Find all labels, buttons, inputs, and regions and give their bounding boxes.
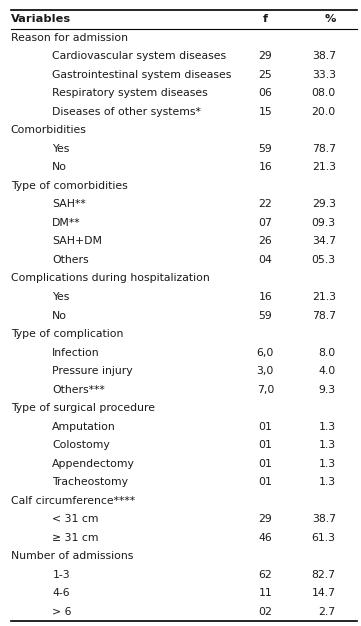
Text: ≥ 31 cm: ≥ 31 cm	[52, 533, 99, 543]
Text: No: No	[52, 310, 68, 321]
Text: f: f	[263, 14, 268, 24]
Text: Comorbidities: Comorbidities	[11, 125, 87, 135]
Text: 59: 59	[258, 144, 272, 154]
Text: 29: 29	[258, 51, 272, 61]
Text: 7,0: 7,0	[257, 384, 274, 394]
Text: 01: 01	[258, 459, 272, 469]
Text: Calf circumference****: Calf circumference****	[11, 496, 135, 506]
Text: Appendectomy: Appendectomy	[52, 459, 135, 469]
Text: 14.7: 14.7	[312, 588, 336, 598]
Text: 38.7: 38.7	[312, 514, 336, 524]
Text: 1-3: 1-3	[52, 570, 70, 580]
Text: Amputation: Amputation	[52, 421, 116, 431]
Text: DM**: DM**	[52, 218, 81, 228]
Text: 4.0: 4.0	[318, 366, 336, 376]
Text: Tracheostomy: Tracheostomy	[52, 477, 129, 487]
Text: 82.7: 82.7	[312, 570, 336, 580]
Text: 1.3: 1.3	[319, 421, 336, 431]
Text: 26: 26	[258, 237, 272, 247]
Text: Yes: Yes	[52, 144, 70, 154]
Text: 38.7: 38.7	[312, 51, 336, 61]
Text: > 6: > 6	[52, 607, 72, 617]
Text: Infection: Infection	[52, 347, 100, 357]
Text: Others: Others	[52, 255, 89, 265]
Text: Yes: Yes	[52, 292, 70, 302]
Text: SAH**: SAH**	[52, 200, 86, 210]
Text: 2.7: 2.7	[319, 607, 336, 617]
Text: Colostomy: Colostomy	[52, 440, 110, 450]
Text: < 31 cm: < 31 cm	[52, 514, 99, 524]
Text: 07: 07	[258, 218, 272, 228]
Text: 29: 29	[258, 514, 272, 524]
Text: 78.7: 78.7	[312, 310, 336, 321]
Text: 15: 15	[258, 107, 272, 117]
Text: 4-6: 4-6	[52, 588, 70, 598]
Text: Variables: Variables	[11, 14, 71, 24]
Text: Number of admissions: Number of admissions	[11, 551, 133, 561]
Text: Type of surgical procedure: Type of surgical procedure	[11, 403, 155, 413]
Text: 62: 62	[258, 570, 272, 580]
Text: 21.3: 21.3	[312, 292, 336, 302]
Text: No: No	[52, 162, 68, 172]
Text: 33.3: 33.3	[312, 70, 336, 80]
Text: 1.3: 1.3	[319, 459, 336, 469]
Text: 29.3: 29.3	[312, 200, 336, 210]
Text: 02: 02	[258, 607, 272, 617]
Text: 9.3: 9.3	[319, 384, 336, 394]
Text: Diseases of other systems*: Diseases of other systems*	[52, 107, 201, 117]
Text: 01: 01	[258, 477, 272, 487]
Text: 01: 01	[258, 440, 272, 450]
Text: 01: 01	[258, 421, 272, 431]
Text: 06: 06	[258, 88, 272, 98]
Text: 21.3: 21.3	[312, 162, 336, 172]
Text: 59: 59	[258, 310, 272, 321]
Text: 3,0: 3,0	[257, 366, 274, 376]
Text: 11: 11	[258, 588, 272, 598]
Text: 78.7: 78.7	[312, 144, 336, 154]
Text: Complications during hospitalization: Complications during hospitalization	[11, 274, 210, 284]
Text: 20.0: 20.0	[312, 107, 336, 117]
Text: 04: 04	[258, 255, 272, 265]
Text: 34.7: 34.7	[312, 237, 336, 247]
Text: 25: 25	[258, 70, 272, 80]
Text: Respiratory system diseases: Respiratory system diseases	[52, 88, 208, 98]
Text: 16: 16	[258, 162, 272, 172]
Text: Cardiovascular system diseases: Cardiovascular system diseases	[52, 51, 226, 61]
Text: 05.3: 05.3	[312, 255, 336, 265]
Text: 09.3: 09.3	[312, 218, 336, 228]
Text: 46: 46	[258, 533, 272, 543]
Text: Type of complication: Type of complication	[11, 329, 123, 339]
Text: 08.0: 08.0	[312, 88, 336, 98]
Text: 61.3: 61.3	[312, 533, 336, 543]
Text: 16: 16	[258, 292, 272, 302]
Text: 1.3: 1.3	[319, 477, 336, 487]
Text: Pressure injury: Pressure injury	[52, 366, 133, 376]
Text: Others***: Others***	[52, 384, 105, 394]
Text: %: %	[324, 14, 336, 24]
Text: Reason for admission: Reason for admission	[11, 33, 128, 43]
Text: 6,0: 6,0	[257, 347, 274, 357]
Text: 1.3: 1.3	[319, 440, 336, 450]
Text: 8.0: 8.0	[318, 347, 336, 357]
Text: 22: 22	[258, 200, 272, 210]
Text: Type of comorbidities: Type of comorbidities	[11, 181, 127, 191]
Text: SAH+DM: SAH+DM	[52, 237, 103, 247]
Text: Gastrointestinal system diseases: Gastrointestinal system diseases	[52, 70, 232, 80]
